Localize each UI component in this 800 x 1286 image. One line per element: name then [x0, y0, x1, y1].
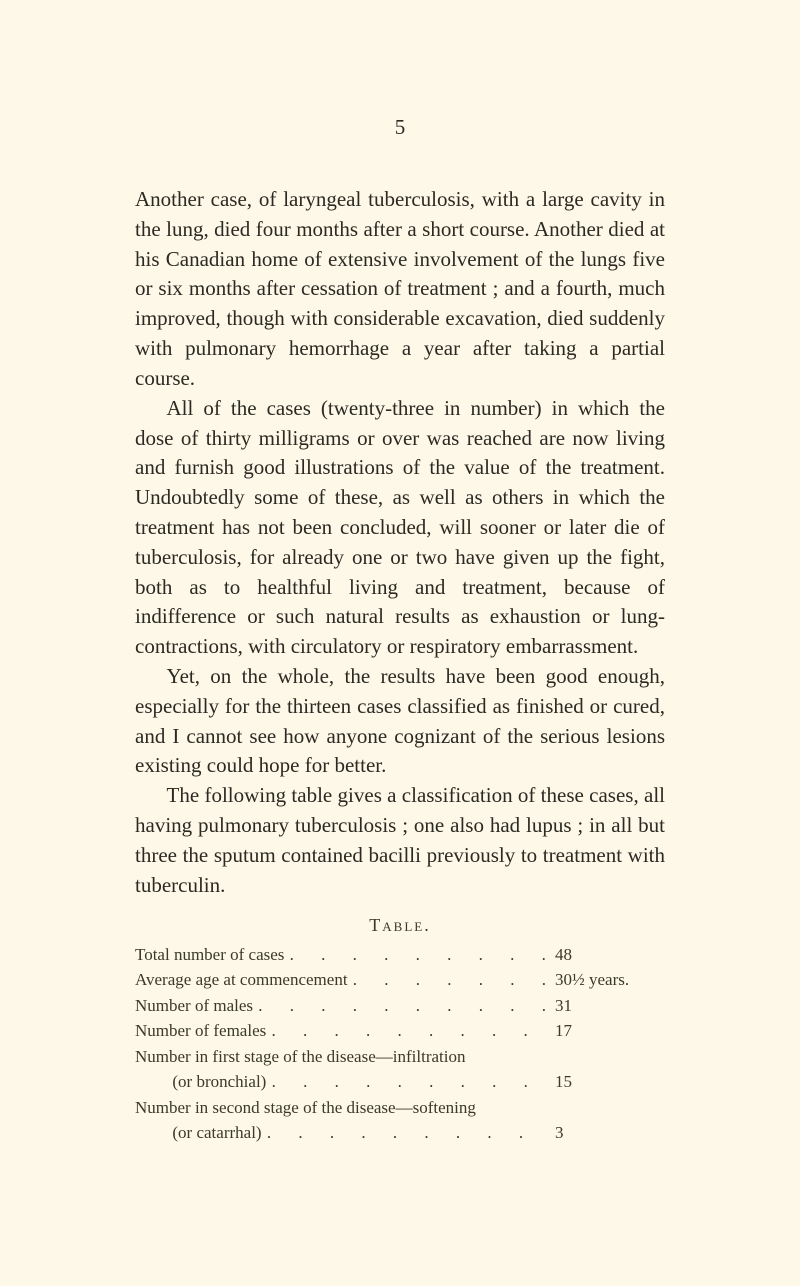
table-row: Number in second stage of the disease—so…	[135, 1095, 665, 1121]
table-row: Number of females 17	[135, 1018, 665, 1044]
paragraph: Another case, of laryngeal tuberculosis,…	[135, 185, 665, 394]
leader-dots	[253, 993, 549, 1019]
table-row: (or catarrhal) 3	[135, 1120, 665, 1146]
data-table: Total number of cases 48 Average age at …	[135, 942, 665, 1146]
paragraph: The following table gives a classificati…	[135, 781, 665, 900]
page-number: 5	[135, 115, 665, 140]
table-label: Number in second stage of the disease—so…	[135, 1095, 476, 1121]
table-label: Number of males	[135, 993, 253, 1019]
paragraph: Yet, on the whole, the results have been…	[135, 662, 665, 781]
table-row: Total number of cases 48	[135, 942, 665, 968]
leader-dots	[284, 942, 549, 968]
table-row: (or bronchial) 15	[135, 1069, 665, 1095]
table-value: 3	[549, 1120, 665, 1146]
leader-dots	[348, 967, 549, 993]
table-row: Number of males 31	[135, 993, 665, 1019]
table-label: Total number of cases	[135, 942, 284, 968]
table-value: 15	[549, 1069, 665, 1095]
table-row: Number in first stage of the disease—inf…	[135, 1044, 665, 1070]
table-label: Number of females	[135, 1018, 266, 1044]
table-label: Number in first stage of the disease—inf…	[135, 1044, 465, 1070]
table-row: Average age at commencement 30½ years.	[135, 967, 665, 993]
page-content: 5 Another case, of laryngeal tuberculosi…	[135, 115, 665, 1146]
leader-dots	[266, 1069, 549, 1095]
table-value: 31	[549, 993, 665, 1019]
paragraph: All of the cases (twenty-three in number…	[135, 394, 665, 662]
table-label: (or catarrhal)	[172, 1120, 261, 1146]
table-label: (or bronchial)	[172, 1069, 266, 1095]
table-heading: Table.	[135, 915, 665, 936]
table-value: 17	[549, 1018, 665, 1044]
leader-dots	[262, 1120, 549, 1146]
table-value: 30½ years.	[549, 967, 665, 993]
table-value: 48	[549, 942, 665, 968]
table-label: Average age at commencement	[135, 967, 348, 993]
leader-dots	[266, 1018, 549, 1044]
